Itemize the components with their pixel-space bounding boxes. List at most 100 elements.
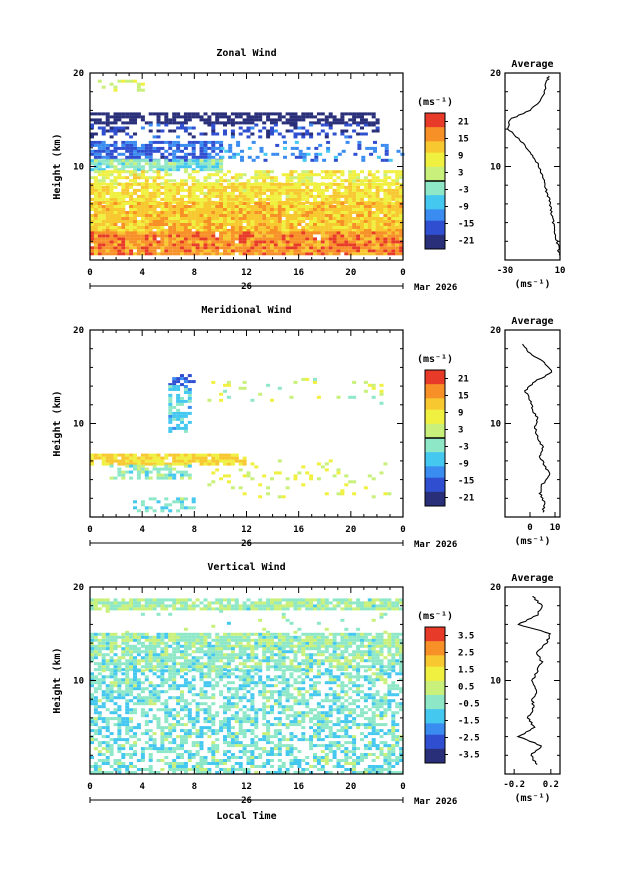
- heatmap-cell: [235, 243, 239, 246]
- heatmap-cell: [372, 650, 376, 653]
- heatmap-cell: [340, 601, 344, 604]
- heatmap-cell: [282, 226, 286, 229]
- heatmap-cell: [383, 639, 387, 642]
- heatmap-cell: [365, 147, 369, 150]
- heatmap-cell: [227, 604, 231, 607]
- heatmap-cell: [270, 118, 274, 121]
- heatmap-cell: [219, 454, 223, 457]
- heatmap-cell: [196, 202, 200, 205]
- heatmap-cell: [145, 223, 149, 226]
- heatmap-cell: [356, 208, 360, 211]
- heatmap-cell: [168, 130, 172, 133]
- heatmap-cell: [204, 237, 208, 240]
- heatmap-cell: [297, 173, 301, 176]
- heatmap-cell: [129, 598, 133, 601]
- heatmap-cell: [266, 486, 270, 489]
- heatmap-cell: [157, 471, 161, 474]
- heatmap-cell: [129, 159, 133, 162]
- heatmap-cell: [145, 198, 149, 201]
- heatmap-cell: [160, 192, 164, 195]
- heatmap-cell: [184, 183, 188, 186]
- heatmap-cell: [266, 492, 270, 495]
- heatmap-cell: [297, 176, 301, 179]
- heatmap-cell: [184, 243, 188, 246]
- heatmap-cell: [344, 192, 348, 195]
- heatmap-cell: [294, 252, 298, 255]
- heatmap-cell: [294, 170, 298, 173]
- heatmap-cell: [391, 170, 395, 173]
- heatmap-cell: [385, 150, 389, 153]
- heatmap-cell: [98, 121, 102, 124]
- heatmap-cell: [391, 205, 395, 208]
- heatmap-cell: [102, 653, 106, 656]
- colorbar-segment: [425, 226, 445, 229]
- heatmap-cell: [254, 205, 258, 208]
- heatmap-cell: [352, 173, 356, 176]
- heatmap-cell: [301, 240, 305, 243]
- heatmap-cell: [372, 176, 376, 179]
- heatmap-cell: [102, 604, 106, 607]
- heatmap-cell: [329, 665, 333, 668]
- heatmap-cell: [149, 211, 153, 214]
- heatmap-cell: [141, 83, 145, 86]
- heatmap-cell: [153, 220, 157, 223]
- heatmap-cell: [317, 396, 321, 399]
- heatmap-cell: [188, 192, 192, 195]
- heatmap-cell: [157, 162, 161, 165]
- heatmap-cell: [270, 183, 274, 186]
- heatmap-cell: [184, 189, 188, 192]
- colorbar-segment: [425, 116, 445, 119]
- heatmap-cell: [376, 765, 380, 768]
- heatmap-cell: [114, 636, 118, 639]
- heatmap-cell: [258, 214, 262, 217]
- heatmap-cell: [329, 653, 333, 656]
- heatmap-cell: [356, 176, 360, 179]
- heatmap-cell: [207, 124, 211, 127]
- heatmap-cell: [380, 613, 384, 616]
- heatmap-cell: [153, 647, 157, 650]
- heatmap-cell: [172, 165, 176, 168]
- heatmap-cell: [137, 509, 141, 512]
- heatmap-cell: [372, 639, 376, 642]
- heatmap-cell: [376, 604, 380, 607]
- heatmap-cell: [94, 214, 98, 217]
- heatmap-cell: [137, 249, 141, 252]
- heatmap-cell: [133, 636, 137, 639]
- heatmap-cell: [192, 249, 196, 252]
- heatmap-cell: [106, 211, 110, 214]
- heatmap-cell: [325, 183, 329, 186]
- heatmap-cell: [387, 249, 391, 252]
- heatmap-cell: [270, 759, 274, 762]
- heatmap-cell: [145, 471, 149, 474]
- heatmap-cell: [207, 162, 211, 165]
- heatmap-cell: [168, 147, 172, 150]
- heatmap-cell: [211, 189, 215, 192]
- heatmap-cell: [129, 601, 133, 604]
- heatmap-cell: [250, 462, 254, 465]
- heatmap-cell: [364, 205, 368, 208]
- colorbar-segment: [425, 184, 445, 187]
- heatmap-cell: [352, 381, 356, 384]
- heatmap-cell: [211, 457, 215, 460]
- heatmap-cell: [340, 231, 344, 234]
- heatmap-cell: [102, 454, 106, 457]
- heatmap-cell: [278, 642, 282, 645]
- heatmap-cell: [290, 118, 294, 121]
- heatmap-cell: [102, 237, 106, 240]
- heatmap-cell: [219, 165, 223, 168]
- heatmap-cell: [168, 118, 172, 121]
- heatmap-cell: [129, 112, 133, 115]
- heatmap-cell: [254, 112, 258, 115]
- heatmap-cell: [294, 176, 298, 179]
- heatmap-cell: [274, 130, 278, 133]
- heatmap-cell: [117, 112, 121, 115]
- heatmap-cell: [184, 214, 188, 217]
- heatmap-cell: [219, 647, 223, 650]
- heatmap-cell: [329, 124, 333, 127]
- heatmap-cell: [98, 217, 102, 220]
- heatmap-cell: [157, 189, 161, 192]
- heatmap-cell: [133, 237, 137, 240]
- heatmap-cell: [133, 500, 137, 503]
- heatmap-cell: [286, 668, 290, 671]
- heatmap-cell: [290, 249, 294, 252]
